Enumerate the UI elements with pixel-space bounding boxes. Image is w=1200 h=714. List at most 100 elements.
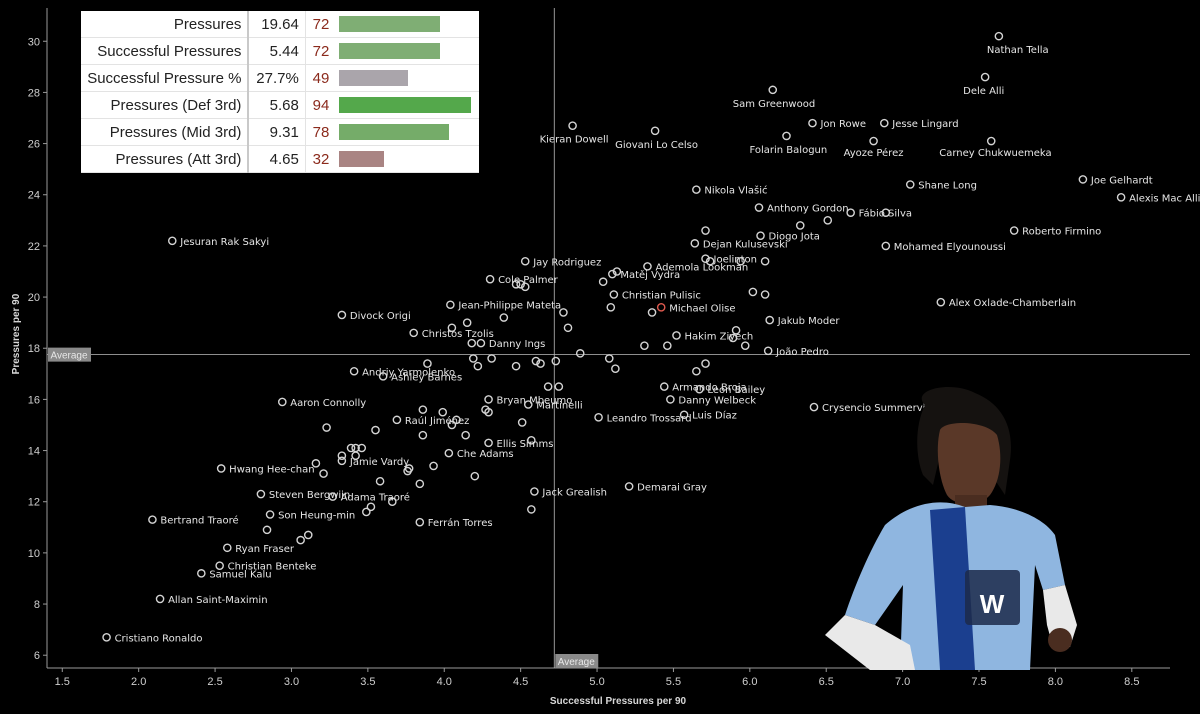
data-point [609, 290, 619, 299]
point-label: Armando Broja [672, 383, 746, 394]
data-point [484, 438, 493, 448]
data-point [484, 395, 493, 404]
data-point [262, 525, 272, 535]
stat-bar-cell [335, 11, 479, 38]
point-label: Jon Rowe [819, 119, 866, 130]
data-point [311, 459, 321, 468]
data-point [438, 407, 448, 417]
point-label: Christian Pulisic [622, 291, 701, 302]
data-point [256, 489, 266, 499]
data-point [823, 216, 833, 225]
data-point [672, 331, 681, 340]
percentile-bar [339, 97, 471, 113]
data-point [692, 185, 701, 194]
data-point [809, 402, 819, 412]
data-point [366, 502, 376, 512]
x-tick-label: 7.5 [971, 676, 986, 688]
stat-metric-label: Successful Pressure % [81, 64, 250, 92]
stat-bar-cell [335, 91, 479, 119]
data-point [337, 456, 347, 466]
data-point [499, 313, 509, 322]
point-label: Demarai Gray [637, 482, 707, 493]
percentile-bar [339, 16, 441, 32]
percentile-bar [339, 70, 408, 86]
stat-metric-label: Pressures (Def 3rd) [81, 91, 250, 119]
stat-bar-cell [335, 37, 479, 65]
data-point [517, 418, 527, 427]
point-label: Ryan Fraser [235, 544, 295, 555]
data-point [624, 482, 634, 491]
stat-value: 5.68 [248, 91, 306, 119]
percentile-bar [339, 151, 385, 167]
data-point [322, 423, 331, 432]
data-point [1116, 193, 1126, 202]
point-label: Ferrán Torres [428, 517, 493, 529]
player-photo: W [825, 386, 1077, 670]
data-point [388, 497, 397, 507]
data-point [705, 256, 715, 266]
point-label: Bertrand Traoré [160, 515, 238, 527]
data-point [476, 338, 486, 348]
point-label: Roberto Firmino [1022, 227, 1101, 238]
point-label: Steven Bergwijn [269, 490, 350, 501]
data-point [337, 310, 347, 320]
point-label: Christian Benteke [228, 562, 317, 573]
stat-bar-cell [335, 118, 479, 146]
data-point [643, 262, 652, 271]
average-y-label: Average [50, 351, 88, 362]
stat-value: 19.64 [248, 11, 306, 38]
data-point [986, 136, 996, 146]
y-tick-label: 20 [28, 292, 40, 304]
data-point [423, 359, 432, 368]
data-point [447, 420, 457, 430]
data-point [559, 308, 568, 317]
stat-bar-cell [335, 145, 479, 173]
data-point [468, 354, 478, 363]
data-point [473, 361, 483, 371]
y-tick-label: 8 [34, 599, 40, 611]
data-point [167, 236, 177, 246]
data-point [452, 415, 461, 425]
data-point [337, 451, 347, 460]
point-label: Ashley Barnes [391, 372, 462, 383]
data-point [403, 466, 412, 476]
data-point [215, 561, 224, 570]
data-points: Nathan Tella Dele Alli Sam Greenwood Kieran… [102, 31, 1200, 644]
y-tick-label: 30 [28, 36, 40, 48]
y-tick-label: 26 [28, 139, 40, 151]
player-face [937, 423, 1001, 504]
player-arm-left [825, 615, 915, 670]
data-point [659, 382, 669, 391]
data-point [604, 354, 614, 363]
stat-metric-label: Successful Pressures [81, 37, 250, 65]
stat-value: 27.7% [248, 64, 306, 92]
data-point [756, 231, 765, 240]
data-point [265, 510, 275, 519]
data-point [485, 274, 495, 284]
point-label: Leon Bailey [707, 385, 765, 396]
x-tick-label: 1.5 [55, 676, 70, 688]
data-point [536, 359, 545, 368]
y-tick-label: 24 [28, 190, 40, 202]
data-point [760, 256, 770, 266]
data-point [527, 505, 536, 514]
data-point [692, 366, 701, 376]
point-label: Divock Origi [350, 311, 411, 322]
point-label: Mohamed Elyounoussi [894, 242, 1006, 253]
data-point [736, 256, 745, 266]
point-label: Dele Alli [963, 86, 1004, 97]
data-point [594, 413, 603, 422]
point-label: Ayoze Pérez [844, 147, 904, 159]
stat-percentile: 78 [305, 118, 336, 146]
data-point [695, 384, 704, 394]
player-hand-right [1048, 628, 1072, 652]
x-tick-label: 3.5 [360, 676, 375, 688]
y-tick-label: 22 [28, 241, 40, 253]
x-tick-label: 7.0 [895, 676, 910, 688]
x-tick-label: 6.5 [819, 676, 834, 688]
data-point [728, 333, 738, 343]
data-point [516, 279, 525, 289]
data-point [462, 318, 472, 327]
stat-bar-cell [335, 64, 479, 92]
data-point [763, 346, 773, 356]
